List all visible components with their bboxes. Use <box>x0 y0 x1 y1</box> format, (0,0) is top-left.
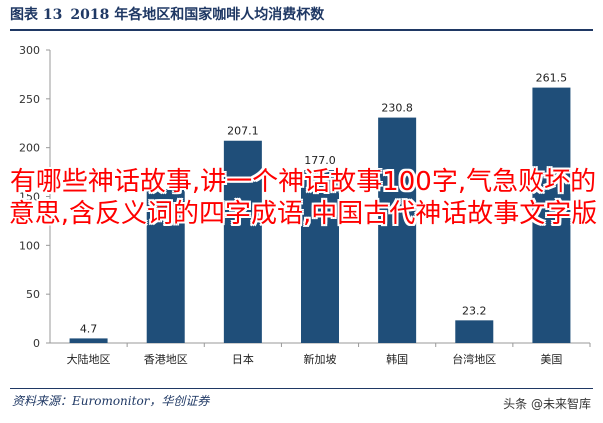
watermark-text: 头条 @未来智库 <box>503 397 591 411</box>
bar <box>223 140 262 343</box>
figure-header: 图表 13 2018 年各地区和国家咖啡人均消费杯数 <box>10 4 324 24</box>
y-tick-label: 250 <box>19 93 40 106</box>
watermark: 头条 @未来智库 <box>503 395 591 412</box>
bar <box>69 338 108 343</box>
data-label: 4.7 <box>80 322 98 335</box>
source-note: 资料来源：Euromonitor，华创证券 <box>12 394 210 408</box>
bar-chart: 0 50 100 150 200 250 300 4.7 大陆地区 香港地区 207.1 日本 177.… <box>19 44 591 366</box>
y-tick-label: 50 <box>26 288 40 301</box>
overlay-text: 有哪些神话故事,讲一个神话故事100字,气急败坏的意思,含反义词的四字成语,中国… <box>8 167 598 229</box>
y-tick-label: 0 <box>33 337 40 350</box>
footer-rule <box>10 388 593 389</box>
bar <box>301 170 339 343</box>
x-tick-label: 新加坡 <box>304 352 337 366</box>
figure-title: 2018 年各地区和国家咖啡人均消费杯数 <box>70 7 325 23</box>
x-tick-label: 香港地区 <box>144 353 188 366</box>
data-label: 207.1 <box>227 125 259 138</box>
data-label: 261.5 <box>536 72 568 85</box>
bar <box>532 87 571 343</box>
figure-label: 图表 13 <box>10 7 63 23</box>
bar <box>455 320 494 343</box>
y-tick-label: 100 <box>19 239 40 252</box>
header-rule <box>10 29 593 31</box>
x-tick-label: 日本 <box>232 352 254 366</box>
x-tick-label: 大陆地区 <box>67 352 111 366</box>
data-label: 230.8 <box>381 102 413 115</box>
y-tick-label: 150 <box>19 191 40 204</box>
x-tick-label: 美国 <box>540 353 562 366</box>
y-tick-label: 200 <box>19 142 40 155</box>
x-tick-label: 韩国 <box>386 352 408 366</box>
data-label: 177.0 <box>304 154 336 167</box>
y-tick-label: 300 <box>19 44 40 57</box>
data-label: 23.2 <box>462 304 487 317</box>
bar <box>378 117 417 344</box>
x-tick-label: 台湾地区 <box>452 352 496 366</box>
bar <box>146 189 185 343</box>
